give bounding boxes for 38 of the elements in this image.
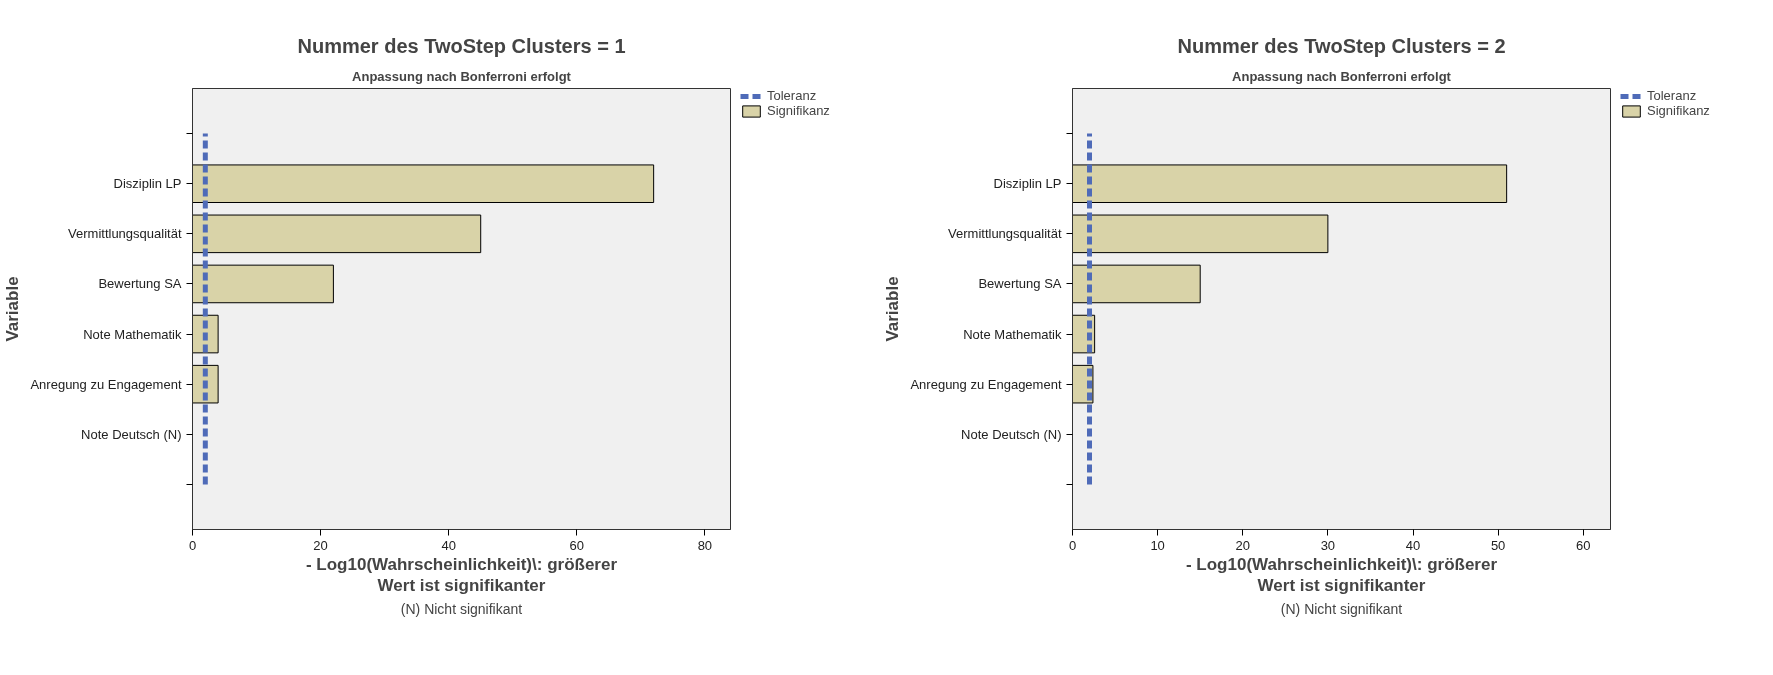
legend-label: Signifikanz [767,103,830,118]
x-axis-title: - Log10(Wahrscheinlichkeit)\: größerer Wert ist signifikanter [1185,554,1498,595]
legend-label: Toleranz [1647,88,1697,103]
x-tick-label: 0 [188,537,197,553]
y-tick-label: Bewertung SA [978,276,1062,292]
chart-title: Nummer des TwoStep Clusters = 2 [1177,34,1506,57]
legend-label: Toleranz [767,88,817,103]
chart-title: Nummer des TwoStep Clusters = 1 [297,34,626,57]
y-tick-label: Note Deutsch (N) [961,426,1062,442]
y-tick-label: Vermittlungsqualität [68,226,182,242]
y-tick-label: Vermittlungsqualität [948,226,1062,242]
x-tick-label: 40 [441,537,456,553]
x-tick-label: 20 [1235,537,1250,553]
y-tick-label: Disziplin LP [113,176,182,192]
y-tick-label: Disziplin LP [993,176,1062,192]
chart-subtitle: Anpassung nach Bonferroni erfolgt [1232,68,1452,84]
y-tick-label: Bewertung SA [98,276,182,292]
y-tick-label: Note Deutsch (N) [81,426,182,442]
x-tick-label: 30 [1320,537,1336,553]
x-axis-title: - Log10(Wahrscheinlichkeit)\: größerer Wert ist signifikanter [305,554,618,595]
x-tick-label: 20 [313,537,328,553]
y-tick-label: Note Mathematik [963,326,1062,342]
x-tick-label: 0 [1068,537,1077,553]
legend-label: Signifikanz [1647,103,1710,118]
y-tick-label: Anregung zu Engagement [30,376,182,392]
y-axis-title: Variable [3,276,23,342]
x-tick-label: 10 [1150,537,1165,553]
x-tick-label: 60 [569,537,585,553]
x-tick-label: 40 [1405,537,1421,553]
x-tick-label: 50 [1490,537,1506,553]
text: (N) Nicht signifikant [1280,600,1403,617]
text: (N) Nicht signifikant [400,600,523,617]
y-tick-label: Note Mathematik [83,326,182,342]
chart-subtitle: Anpassung nach Bonferroni erfolgt [352,68,572,84]
y-tick-label: Anregung zu Engagement [910,376,1062,392]
y-axis-title: Variable [883,276,903,342]
x-tick-label: 60 [1576,537,1591,553]
x-tick-label: 80 [697,537,713,553]
